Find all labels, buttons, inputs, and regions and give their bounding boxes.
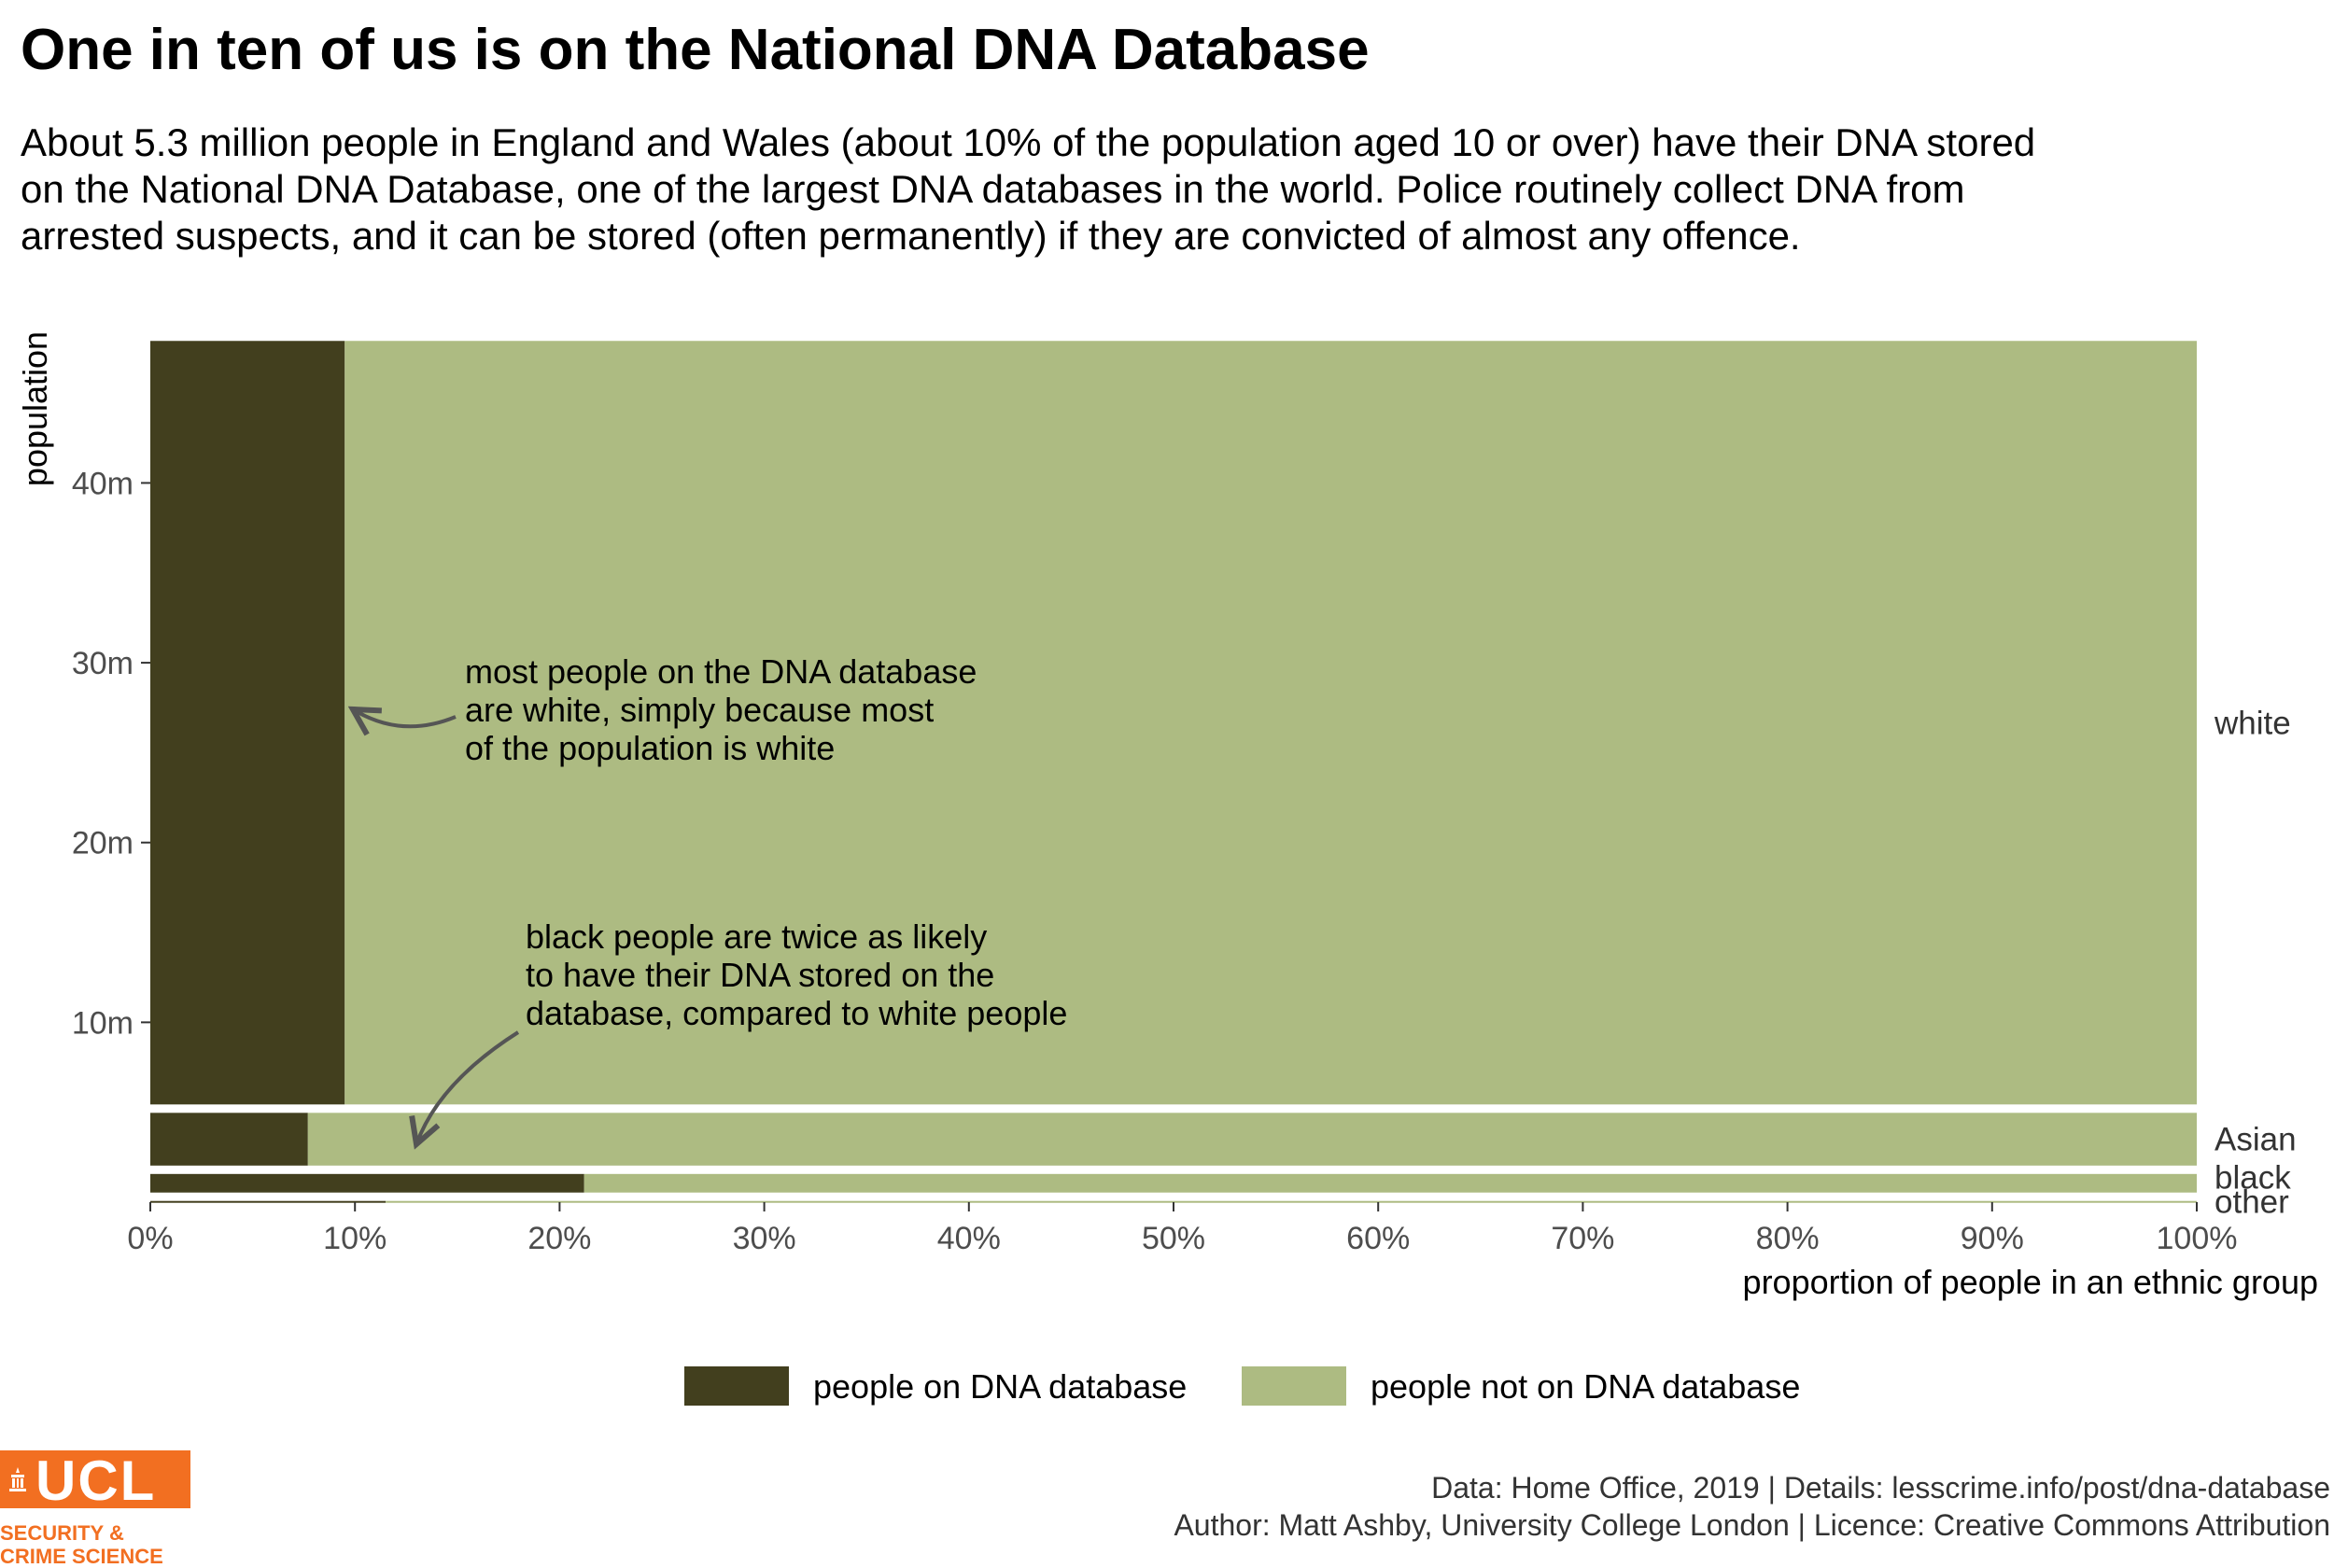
bar-white-not-on-database [344,341,2197,1105]
ucl-logo: UCL SECURITY & CRIME SCIENCE [0,1449,196,1568]
legend: people on DNA database people not on DNA… [0,1366,2334,1407]
annotation-black-arrow [416,1030,520,1144]
x-tick-label: 80% [1756,1221,1820,1256]
ucl-logo-tagline-line: CRIME SCIENCE [0,1545,163,1568]
chart-title: One in ten of us is on the National DNA … [21,18,1370,82]
bar-black-not-on-database [584,1173,2197,1193]
annotation-white: most people on the DNA database are whit… [353,652,986,767]
annotation-white-line: are white, simply because most [465,691,934,729]
annotation-white-arrow [353,709,457,726]
caption-author: Author: Matt Ashby, University College L… [1174,1508,2330,1542]
ucl-logo-text: UCL [35,1449,157,1512]
mosaic-plot: 0% 10% 20% 30% 40% 50% 60% 70% 80% 90% 100% 10m 20m 3… [16,331,2318,1301]
y-tick-label: 20m [72,826,134,861]
annotation-black-line: black people are twice as likely [526,917,987,956]
x-tick-label: 100% [2157,1221,2238,1256]
x-tick-label: 0% [127,1221,173,1256]
bar-black-on-database [150,1173,584,1193]
y-axis-title: population [16,331,54,486]
annotation-black-line: database, compared to white people [526,994,1067,1032]
y-tick-label: 40m [72,466,134,501]
y-tick-label: 10m [72,1005,134,1041]
group-label-asian: Asian [2214,1122,2297,1158]
x-tick-label: 90% [1961,1221,2024,1256]
group-label-other: other [2214,1183,2289,1220]
annotation-black-line: to have their DNA stored on the [526,956,994,994]
x-tick-label: 20% [527,1221,591,1256]
x-tick-label: 50% [1142,1221,1205,1256]
caption-data-source: Data: Home Office, 2019 | Details: lessc… [1431,1471,2330,1505]
legend-label-not-on-database: people not on DNA database [1371,1367,1801,1406]
svg-text:most people on the DNA databas: most people on the DNA database are whit… [465,652,986,767]
ucl-logo-box: UCL [0,1449,190,1512]
x-tick-label: 40% [937,1221,1001,1256]
legend-swatch-on-database [684,1366,789,1406]
bar-other-not-on-database [386,1200,2198,1203]
legend-swatch-not-on-database [1242,1366,1346,1406]
group-label-black: black [2214,1159,2291,1196]
bar-other-on-database [150,1200,387,1203]
bar-asian-on-database [150,1113,308,1166]
bar-white-on-database [150,341,345,1105]
y-tick-label: 30m [72,646,134,681]
x-tick-label: 70% [1551,1221,1614,1256]
ucl-logo-tagline-line: SECURITY & [0,1521,124,1545]
chart-subtitle: About 5.3 million people in England and … [21,120,2036,258]
annotation-white-line: of the population is white [465,729,835,767]
svg-text:black people are twice as like: black people are twice as likely to have… [526,917,1067,1032]
annotation-black: black people are twice as likely to have… [416,917,1067,1144]
x-axis-title: proportion of people in an ethnic group [1743,1263,2318,1301]
bar-asian-not-on-database [307,1113,2198,1166]
ucl-logo-tagline: SECURITY & CRIME SCIENCE [0,1521,163,1568]
legend-label-on-database: people on DNA database [813,1367,1188,1406]
x-tick-label: 60% [1346,1221,1410,1256]
x-tick-label: 30% [733,1221,796,1256]
annotation-white-line: most people on the DNA database [465,652,977,691]
group-label-white: white [2214,705,2291,741]
x-tick-label: 10% [323,1221,387,1256]
ucl-portico-icon [9,1467,26,1491]
